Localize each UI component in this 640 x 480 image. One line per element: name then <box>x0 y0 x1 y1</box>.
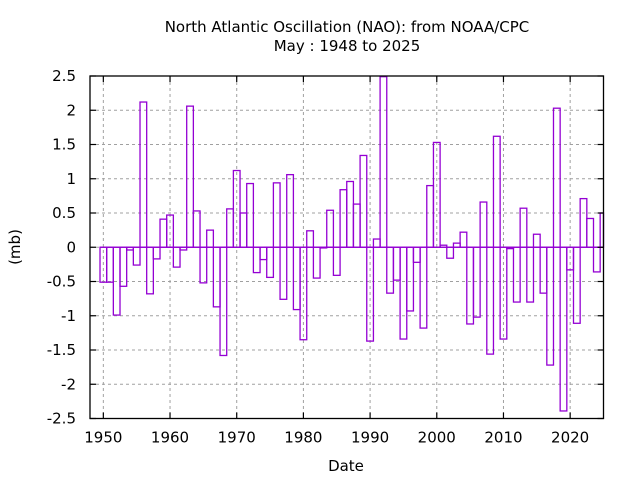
bar-1981 <box>306 230 315 248</box>
x-tick-label: 2010 <box>484 429 522 447</box>
bar-1953 <box>119 246 128 287</box>
x-tick-labels: 1950 1960 1970 1980 1990 2000 2010 2020 <box>84 429 589 447</box>
bar-1999 <box>426 184 435 248</box>
bar-1984 <box>326 209 335 248</box>
bar-1994 <box>392 246 401 281</box>
bar-1972 <box>246 182 255 248</box>
bar-2005 <box>466 246 475 325</box>
bar-1965 <box>199 246 208 284</box>
bar-1955 <box>132 246 141 266</box>
y-tick-label: 0 <box>66 238 76 256</box>
y-tick-labels: 2.5 2 1.5 1 0.5 0 -0.5 -1 -1.5 -2 -2.5 <box>47 67 76 428</box>
bar-1993 <box>386 246 395 294</box>
x-tick-label: 1980 <box>284 429 322 447</box>
x-tick-label: 2020 <box>551 429 589 447</box>
bar-1987 <box>346 180 355 248</box>
bar-2006 <box>472 246 481 318</box>
bar-2014 <box>526 246 535 303</box>
bar-1995 <box>399 246 408 340</box>
chart-subtitle: May : 1948 to 2025 <box>274 37 421 55</box>
y-tick-label: -2 <box>61 375 76 393</box>
bar-1975 <box>266 246 275 279</box>
bar-1959 <box>159 218 168 248</box>
bar-2012 <box>512 246 521 303</box>
bar-1989 <box>359 154 368 248</box>
bar-1971 <box>239 212 248 248</box>
x-axis-label: Date <box>328 457 364 475</box>
y-tick-label: 1 <box>66 170 76 188</box>
bar-1963 <box>186 105 195 248</box>
x-tick-label: 2000 <box>418 429 456 447</box>
bar-2002 <box>446 246 455 259</box>
y-tick-label: -1.5 <box>47 341 76 359</box>
x-tick-label: 1990 <box>351 429 389 447</box>
bar-1966 <box>206 229 215 248</box>
chart-title: North Atlantic Oscillation (NAO): from N… <box>165 18 530 36</box>
bar-2008 <box>486 246 495 355</box>
bar-2019 <box>559 246 568 412</box>
bar-1997 <box>412 246 421 263</box>
bar-2009 <box>492 135 501 248</box>
bar-1979 <box>292 246 301 311</box>
y-tick-label: -1 <box>61 307 76 325</box>
bar-2016 <box>539 246 548 294</box>
bar-1957 <box>146 246 155 295</box>
bar-2018 <box>552 107 561 248</box>
bar-1964 <box>192 210 201 248</box>
x-tick-label: 1970 <box>218 429 256 447</box>
bar-1986 <box>339 189 348 248</box>
bar-1992 <box>379 76 388 248</box>
bar-1991 <box>372 238 381 248</box>
bar-2017 <box>546 246 555 366</box>
y-tick-label: -0.5 <box>47 273 76 291</box>
x-tick-label: 1960 <box>151 429 189 447</box>
y-axis-label: (mb) <box>6 229 24 265</box>
bar-1968 <box>219 246 228 357</box>
bar-2022 <box>579 197 588 248</box>
bar-2024 <box>592 246 601 273</box>
plot-border <box>89 75 605 420</box>
bar-1985 <box>332 246 341 276</box>
y-tick-label: 2 <box>66 101 76 119</box>
y-tick-label: 1.5 <box>52 136 76 154</box>
bar-1977 <box>279 246 288 300</box>
x-tick-label: 1950 <box>84 429 122 447</box>
bar-2004 <box>459 231 468 248</box>
bar-1951 <box>106 246 114 283</box>
y-tick-label: 2.5 <box>52 67 76 85</box>
bar-1973 <box>252 246 261 274</box>
bar-1969 <box>226 208 235 248</box>
bar-2021 <box>572 246 581 324</box>
bar-2015 <box>532 233 541 248</box>
bar-1978 <box>286 173 295 248</box>
y-tick-label: 0.5 <box>52 204 76 222</box>
bar-1960 <box>166 214 175 248</box>
bar-2000 <box>432 141 441 248</box>
bar-2023 <box>586 217 595 248</box>
bars <box>99 76 605 412</box>
bar-1988 <box>352 203 361 248</box>
bar-1974 <box>259 246 268 261</box>
bar-2007 <box>479 201 488 248</box>
bar-1967 <box>212 246 221 308</box>
bar-1982 <box>312 246 321 279</box>
y-tick-label: -2.5 <box>47 410 76 428</box>
bar-1958 <box>152 246 161 260</box>
bar-1956 <box>139 101 148 248</box>
bar-1996 <box>406 246 415 312</box>
bar-2013 <box>519 207 528 248</box>
bar-1976 <box>272 182 281 248</box>
bar-1961 <box>172 246 181 268</box>
